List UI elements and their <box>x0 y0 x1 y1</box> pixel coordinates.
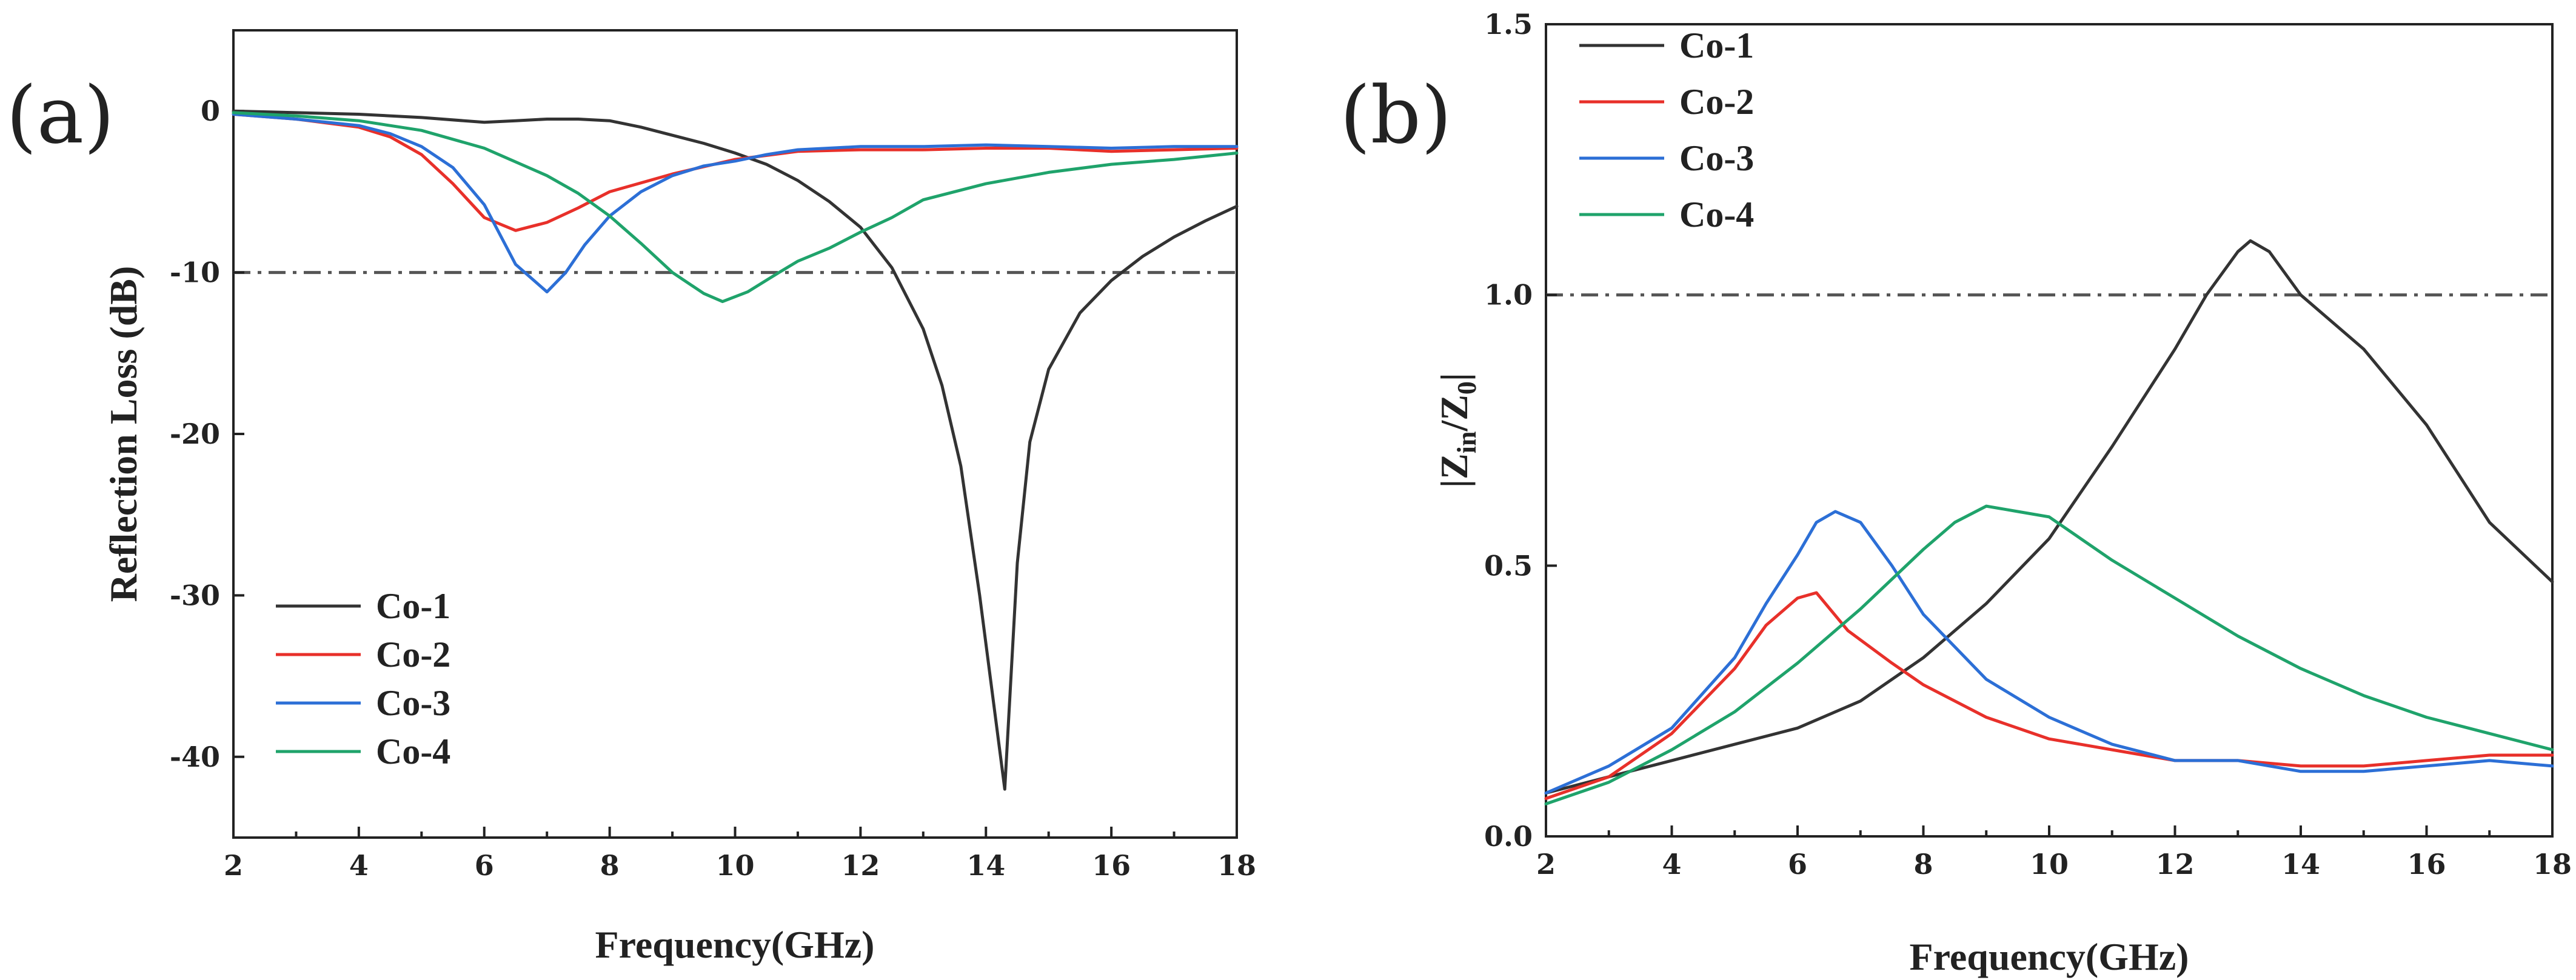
panel-a-x-tick-label: 14 <box>966 849 1005 882</box>
panel-a-series-co-2 <box>232 113 1239 232</box>
panel-a-y-tick-label: -30 <box>170 579 220 612</box>
panel-b-x-tick-label: 4 <box>1662 848 1681 881</box>
panel-b-legend-label: Co-4 <box>1679 195 1754 235</box>
panel-a-legend: Co-1 Co-2 Co-3 Co-4 <box>276 586 450 772</box>
panel-b-y-axis-title: |Zin/Z0| <box>1433 373 1482 488</box>
panel-a-x-tick-label: 16 <box>1092 849 1131 882</box>
panel-b-y-title-mid: /Z <box>1433 395 1476 432</box>
panel-a-x-tick-label: 4 <box>349 849 369 882</box>
panel-a-x-tick-label: 2 <box>224 849 243 882</box>
panel-a-series <box>232 109 1239 791</box>
panel-a-y-tick-label: -40 <box>170 741 220 773</box>
panel-b-x-axis-title: Frequency(GHz) <box>1910 935 2189 978</box>
panel-a-series-co-3 <box>232 113 1239 294</box>
panel-a-x-axis-title: Frequency(GHz) <box>595 923 875 966</box>
panel-a-x-tick-label: 6 <box>475 849 494 882</box>
panel-b-legend-label: Co-2 <box>1679 82 1754 122</box>
panel-a-legend-label: Co-3 <box>376 683 450 723</box>
panel-b-y-tick-label: 0.5 <box>1484 549 1533 582</box>
panel-b-x-tick-label: 6 <box>1788 848 1807 881</box>
panel-b-series <box>1544 239 2554 805</box>
panel-a-y-tick-label: -20 <box>170 418 220 450</box>
panel-b-y-title-sub-in: in <box>1452 432 1482 454</box>
panel-b-x-tick-label: 12 <box>2155 848 2194 881</box>
panel-b-x-tick-label: 10 <box>2030 848 2069 881</box>
panel-a-x-tick-label: 8 <box>600 849 620 882</box>
panel-a-series-co-4 <box>232 111 1239 304</box>
panel-b-y-tick-label: 1.5 <box>1484 8 1533 41</box>
panel-a-legend-label: Co-4 <box>376 732 450 772</box>
panel-a-y-tick-label: 0 <box>201 95 220 127</box>
panel-b-y-title-sub-0: 0 <box>1452 381 1482 395</box>
panel-a-legend-label: Co-1 <box>376 586 450 626</box>
panel-b-x-tick-label: 14 <box>2281 848 2320 881</box>
panel-a: (a) 2 4 6 8 10 12 14 16 18 -40 -30 -20 -10 0 Frequenc… <box>6 29 1256 966</box>
panel-a-legend-label: Co-2 <box>376 635 450 675</box>
panel-b-y-title-end: | <box>1433 373 1476 381</box>
panel-b-x-tick-label: 8 <box>1913 848 1933 881</box>
panel-b-y-tick-label: 0.0 <box>1484 820 1533 853</box>
panel-b-label: (b) <box>1340 69 1452 161</box>
panel-b-legend: Co-1 Co-2 Co-3 Co-4 <box>1579 25 1754 235</box>
panel-b-series-co-4 <box>1544 504 2554 805</box>
panel-a-x-tick-label: 18 <box>1217 849 1256 882</box>
panel-b: (b) 2 4 6 8 10 12 14 16 18 0.0 0.5 1.0 1.5 Frequency… <box>1340 8 2572 978</box>
panel-b-x-tick-label: 16 <box>2407 848 2446 881</box>
panel-b-series-co-1 <box>1544 239 2554 795</box>
panel-b-series-co-3 <box>1544 510 2554 795</box>
panel-b-legend-label: Co-1 <box>1679 25 1754 65</box>
panel-b-y-title-main: |Z <box>1433 453 1476 488</box>
panel-b-ticks: 2 4 6 8 10 12 14 16 18 0.0 0.5 1.0 1.5 <box>1484 8 2572 881</box>
panel-b-x-tick-label: 2 <box>1536 848 1556 881</box>
panel-a-x-tick-label: 10 <box>715 849 754 882</box>
panel-a-label: (a) <box>6 69 115 161</box>
panel-b-legend-label: Co-3 <box>1679 138 1754 178</box>
panel-a-ticks: 2 4 6 8 10 12 14 16 18 -40 -30 -20 -10 0 <box>170 95 1256 882</box>
panel-b-series-co-2 <box>1544 591 2554 800</box>
panel-a-y-axis-title: Reflection Loss (dB) <box>102 266 145 602</box>
panel-a-y-tick-label: -10 <box>170 256 220 289</box>
panel-a-x-tick-label: 12 <box>841 849 880 882</box>
panel-b-y-tick-label: 1.0 <box>1484 279 1533 312</box>
panel-b-x-tick-label: 18 <box>2533 848 2572 881</box>
panel-a-series-co-1 <box>232 109 1239 791</box>
